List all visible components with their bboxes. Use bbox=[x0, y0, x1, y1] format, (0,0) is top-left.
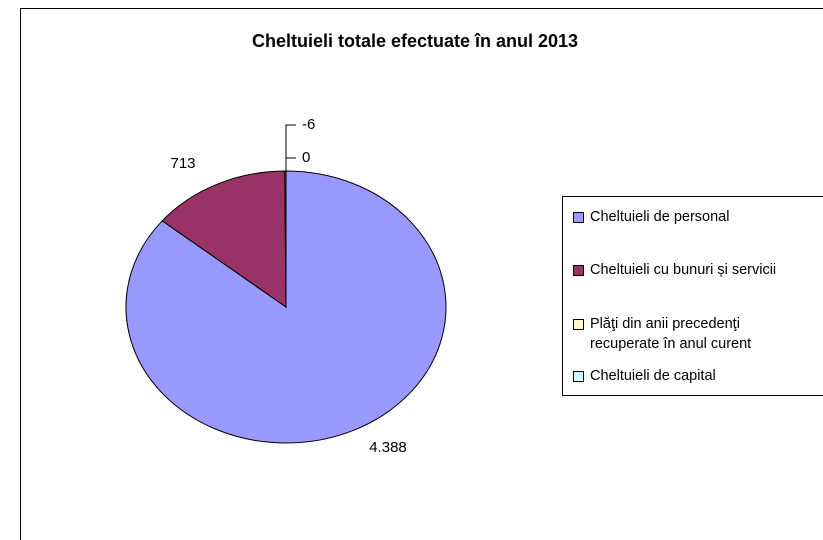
legend-swatch bbox=[573, 371, 584, 382]
legend-item: Cheltuieli de personal bbox=[573, 207, 805, 227]
legend-swatch bbox=[573, 212, 584, 223]
legend: Cheltuieli de personal Cheltuieli cu bunu… bbox=[562, 196, 823, 396]
legend-label: Cheltuieli de capital bbox=[590, 368, 716, 384]
data-label: -6 bbox=[302, 116, 315, 133]
legend-label: Plăţi din anii precedenţi recuperate în … bbox=[590, 316, 752, 352]
data-label: 713 bbox=[170, 155, 195, 172]
legend-swatch bbox=[573, 265, 584, 276]
legend-item: Plăţi din anii precedenţi recuperate în … bbox=[573, 314, 805, 354]
leader-line bbox=[285, 124, 296, 171]
legend-label: Cheltuieli de personal bbox=[590, 209, 730, 225]
data-label: 4.388 bbox=[369, 439, 407, 456]
legend-item: Cheltuieli cu bunuri și servicii bbox=[573, 260, 805, 280]
legend-swatch bbox=[573, 319, 584, 330]
pie-slice bbox=[161, 170, 287, 308]
chart-title: Cheltuieli totale efectuate în anul 2013 bbox=[252, 31, 578, 51]
legend-label: Cheltuieli cu bunuri și servicii bbox=[590, 262, 777, 278]
legend-item: Cheltuieli de capital bbox=[573, 366, 805, 386]
data-label: 0 bbox=[302, 149, 310, 166]
